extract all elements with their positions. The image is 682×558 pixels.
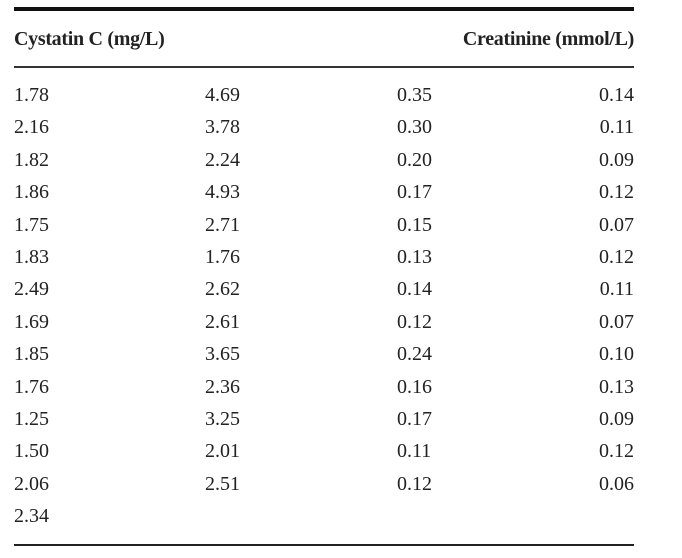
table-cell: 0.11: [599, 116, 634, 139]
table-row: 1.75 2.71 0.15 0.07: [0, 214, 682, 246]
table-cell: 2.24: [205, 148, 240, 171]
table-row: 1.82 2.24 0.20 0.09: [0, 149, 682, 181]
table-cell: 0.24: [397, 343, 432, 366]
table-cell: 1.76: [205, 246, 240, 268]
table-cell: 1.75: [14, 213, 49, 236]
table-top-rule: [14, 7, 634, 11]
table-cell: 0.35: [397, 84, 432, 106]
table-cell: 3.65: [205, 343, 240, 366]
table-cell: 0.09: [599, 408, 634, 430]
table-cell: 0.13: [397, 246, 432, 268]
table-cell: 1.69: [14, 310, 49, 333]
table-cell: 1.50: [14, 440, 49, 463]
header-creatinine: Creatinine (mmol/L): [462, 28, 634, 50]
table-cell: 2.61: [205, 310, 240, 333]
table-row: 2.34: [0, 505, 682, 537]
table-cell: 3.78: [205, 116, 240, 139]
table-row: 2.49 2.62 0.14 0.11: [0, 278, 682, 310]
table-cell: 0.11: [599, 278, 634, 301]
table-row: 1.25 3.25 0.17 0.09: [0, 408, 682, 440]
table-cell: 2.49: [14, 278, 49, 301]
table-cell: 1.86: [14, 181, 49, 204]
header-cystatin-c: Cystatin C (mg/L): [14, 28, 165, 50]
table-cell: 1.82: [14, 148, 49, 171]
table-bottom-rule: [14, 544, 634, 546]
table-cell: 0.09: [599, 148, 634, 171]
table-cell: 2.06: [14, 472, 49, 495]
table-cell: 0.06: [599, 472, 634, 495]
table-cell: 0.20: [397, 148, 432, 171]
header-rule: [14, 66, 634, 68]
table-cell: 4.69: [205, 84, 240, 106]
table-row: 1.83 1.76 0.13 0.12: [0, 246, 682, 278]
table-cell: 4.93: [205, 181, 240, 204]
table-cell: 0.12: [599, 246, 634, 268]
table-row: 1.85 3.65 0.24 0.10: [0, 343, 682, 375]
table-cell: 1.78: [14, 84, 49, 106]
table-cell: 2.51: [205, 472, 240, 495]
table-cell: 1.76: [14, 375, 49, 398]
table-cell: 0.12: [599, 440, 634, 463]
table-cell: 1.85: [14, 343, 49, 366]
table-cell: 0.10: [599, 343, 634, 366]
table-cell: 2.71: [205, 213, 240, 236]
table-cell: 0.12: [397, 310, 432, 333]
table-cell: 0.12: [397, 472, 432, 495]
table-cell: 0.17: [397, 181, 432, 204]
table-row: 1.50 2.01 0.11 0.12: [0, 440, 682, 472]
table-cell: 0.07: [599, 213, 634, 236]
table-cell: 2.01: [205, 440, 240, 463]
table-row: 2.16 3.78 0.30 0.11: [0, 116, 682, 148]
table-cell: 0.16: [397, 375, 432, 398]
table-cell: 2.16: [14, 116, 49, 139]
table-cell: 2.62: [205, 278, 240, 301]
table-row: 1.76 2.36 0.16 0.13: [0, 376, 682, 408]
table-row: 1.78 4.69 0.35 0.14: [0, 84, 682, 116]
table-cell: 0.12: [599, 181, 634, 204]
table-cell: 0.13: [599, 375, 634, 398]
table-cell: 0.17: [397, 408, 432, 430]
table-cell: 0.11: [397, 440, 432, 463]
table-cell: 2.34: [14, 505, 49, 528]
table-cell: 1.25: [14, 408, 49, 430]
table-cell: 0.15: [397, 213, 432, 236]
table-cell: 2.36: [205, 375, 240, 398]
table-row: 1.86 4.93 0.17 0.12: [0, 181, 682, 213]
table-cell: 1.83: [14, 246, 49, 268]
table-cell: 0.14: [397, 278, 432, 301]
table-cell: 0.07: [599, 310, 634, 333]
table-row: 2.06 2.51 0.12 0.06: [0, 473, 682, 505]
table-cell: 0.30: [397, 116, 432, 139]
table-cell: 0.14: [599, 84, 634, 106]
table-cell: 3.25: [205, 408, 240, 430]
table-row: 1.69 2.61 0.12 0.07: [0, 311, 682, 343]
